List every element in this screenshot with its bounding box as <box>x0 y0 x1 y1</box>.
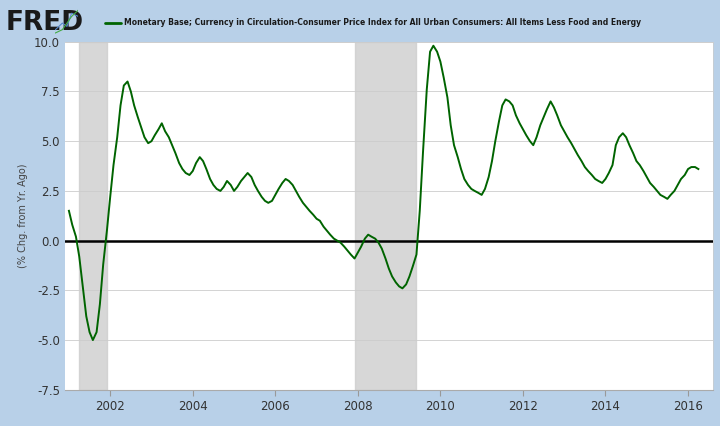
Y-axis label: (% Chg. from Yr. Ago): (% Chg. from Yr. Ago) <box>19 164 28 268</box>
Bar <box>79 42 107 390</box>
Text: Monetary Base; Currency in Circulation-Consumer Price Index for All Urban Consum: Monetary Base; Currency in Circulation-C… <box>124 18 641 28</box>
Text: FRED: FRED <box>6 10 84 36</box>
Bar <box>354 42 416 390</box>
